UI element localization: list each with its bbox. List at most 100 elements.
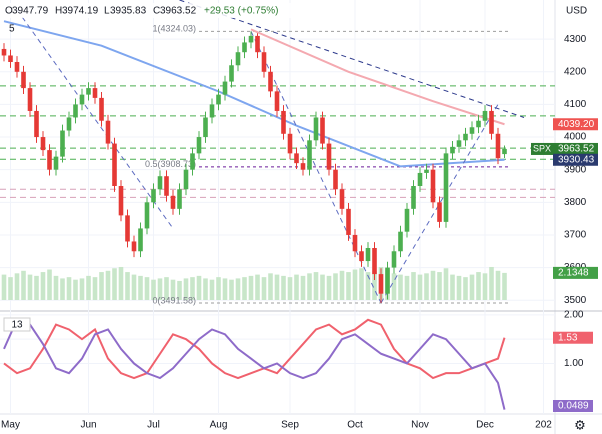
trend-line bbox=[179, 0, 525, 118]
candle-body bbox=[196, 137, 202, 154]
volume-bar bbox=[1, 274, 7, 300]
candle-body bbox=[99, 97, 104, 121]
fib-label: 0(3491.58) bbox=[152, 295, 196, 305]
volume-tag: 2.1348 bbox=[558, 268, 589, 279]
volume-bar bbox=[242, 277, 247, 300]
x-tick-label: Sep bbox=[281, 420, 299, 431]
volume-bar bbox=[79, 278, 85, 300]
indicator-tag-bg[interactable] bbox=[3, 317, 31, 332]
interval-tag[interactable]: 5 bbox=[9, 24, 15, 35]
settings-icon[interactable]: ⚙ bbox=[574, 417, 586, 432]
candle-body bbox=[40, 137, 46, 151]
volume-bar bbox=[203, 278, 208, 300]
indicator-value: 1.53 bbox=[558, 332, 578, 343]
candle-body bbox=[112, 143, 117, 186]
candle-body bbox=[437, 202, 442, 222]
candle-body bbox=[164, 176, 169, 196]
ohlc-value: 3935.83 bbox=[110, 6, 147, 17]
candle-body bbox=[307, 140, 312, 170]
candle-body bbox=[190, 153, 195, 170]
candle-body bbox=[359, 251, 364, 262]
header-bg bbox=[3, 3, 343, 18]
ohlc-label: L bbox=[104, 6, 110, 17]
candle-body bbox=[287, 133, 293, 154]
volume-bar bbox=[261, 277, 267, 300]
symbol-tag: SPX bbox=[533, 143, 551, 153]
candle-body bbox=[281, 110, 286, 134]
candle-body bbox=[378, 274, 384, 294]
candle-body bbox=[502, 148, 507, 155]
candle-body bbox=[476, 120, 481, 128]
candle-body bbox=[8, 55, 13, 62]
candle-body bbox=[60, 130, 65, 157]
candle-body bbox=[463, 133, 468, 141]
indicator-tag-bg bbox=[553, 331, 593, 344]
candle-body bbox=[495, 133, 501, 159]
volume-bar bbox=[47, 269, 52, 300]
currency: USD bbox=[566, 6, 587, 17]
candle-body bbox=[242, 42, 247, 53]
volume-bar bbox=[404, 275, 410, 300]
volume-bar bbox=[170, 279, 176, 300]
change: +29.53 (+0.75%) bbox=[204, 6, 279, 17]
candle-body bbox=[320, 117, 325, 144]
volume-bar bbox=[8, 277, 13, 300]
indicator-line bbox=[3, 318, 506, 380]
x-tick-label: Aug bbox=[210, 420, 228, 431]
x-tick-label: Jul bbox=[147, 420, 160, 431]
volume-bar bbox=[255, 274, 260, 300]
candle-body bbox=[326, 143, 332, 170]
candle-body bbox=[255, 35, 260, 53]
volume-bar bbox=[437, 272, 442, 300]
volume-bar bbox=[27, 274, 33, 300]
y-tick-label: 4200 bbox=[564, 66, 587, 77]
volume-bar bbox=[222, 278, 228, 300]
y-tick-label: 2.00 bbox=[564, 310, 584, 321]
x-tick-label: May bbox=[1, 420, 20, 431]
volume-bar bbox=[307, 273, 312, 300]
candle-body bbox=[209, 104, 215, 118]
volume-bar bbox=[424, 273, 429, 300]
volume-bar bbox=[268, 273, 273, 300]
volume-bar bbox=[53, 275, 59, 300]
volume-bar bbox=[73, 279, 78, 300]
ohlc-value: 3963.52 bbox=[160, 6, 197, 17]
candle-body bbox=[1, 48, 7, 56]
ohlc-label: C bbox=[153, 6, 160, 17]
moving-average bbox=[250, 28, 505, 126]
y-tick-label: 3500 bbox=[564, 295, 587, 306]
candle-body bbox=[365, 248, 371, 262]
price-tag: 3930.43 bbox=[558, 154, 595, 165]
candle-body bbox=[352, 234, 358, 252]
candle-body bbox=[333, 169, 338, 190]
y-tick-label: 3700 bbox=[564, 230, 587, 241]
volume-bar bbox=[196, 275, 202, 300]
indicator-tag[interactable]: 13 bbox=[11, 320, 23, 331]
y-tick-label: 3900 bbox=[564, 164, 587, 175]
candle-body bbox=[229, 65, 234, 82]
trend-line bbox=[380, 104, 499, 304]
price-tag: 3963.52 bbox=[558, 144, 595, 155]
symbol-tag-bg bbox=[531, 142, 553, 155]
volume-bar bbox=[235, 278, 241, 300]
candle-body bbox=[398, 231, 403, 252]
volume-bar bbox=[229, 279, 234, 300]
volume-bar bbox=[443, 268, 449, 300]
moving-average bbox=[3, 20, 505, 168]
x-tick-label: 202 bbox=[535, 420, 552, 431]
candle-body bbox=[86, 88, 91, 95]
y-tick-label: 3800 bbox=[564, 197, 587, 208]
volume-bar bbox=[281, 275, 286, 300]
volume-bar bbox=[164, 277, 169, 300]
volume-bar bbox=[372, 270, 377, 300]
volume-bar bbox=[411, 272, 416, 300]
candle-body bbox=[203, 117, 208, 138]
candle-body bbox=[417, 172, 423, 186]
volume-bar bbox=[177, 280, 182, 300]
volume-bar bbox=[112, 268, 117, 300]
candle-body bbox=[346, 208, 351, 235]
candle-body bbox=[118, 186, 124, 216]
candle-body bbox=[34, 110, 39, 138]
